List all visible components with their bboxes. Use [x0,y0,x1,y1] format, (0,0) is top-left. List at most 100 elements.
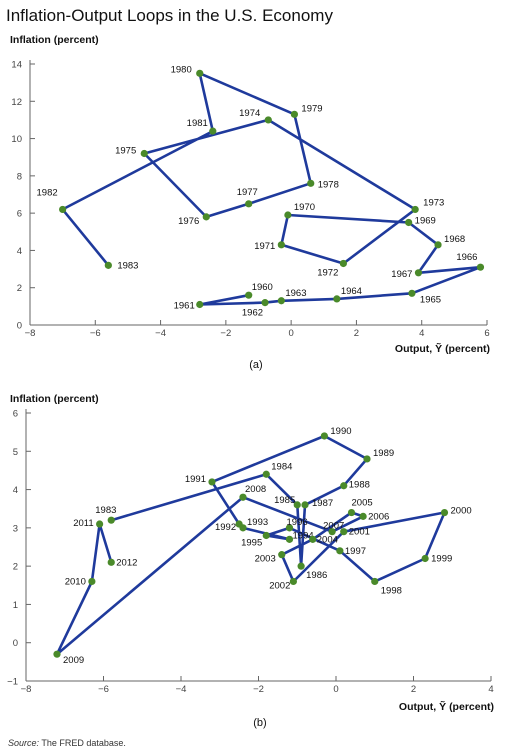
panel-b-point-label-1985: 1985 [274,495,295,506]
panel-a-y-tick-label: 14 [11,60,22,71]
panel-b-points: 1983 1984 1985 1986 1987 1988 1989 1990 1991 1992… [53,426,472,666]
panel-b-point-1990 [320,432,328,440]
panel-b-point-1994 [285,535,294,543]
panel-a-x-tick-label: 6 [484,328,489,339]
panel-a-point-1975 [140,149,148,158]
panel-a-point-label-1981: 1981 [187,118,208,129]
panel-b-point-2004 [309,535,317,543]
panel-a-point-1979 [290,110,299,118]
panel-a-point-1969 [405,218,413,227]
panel-a-point-label-1969: 1969 [415,215,436,226]
panel-a-point-1973 [411,205,419,214]
panel-a-point-label-1978: 1978 [318,179,339,190]
panel-a-point-label-1964: 1964 [341,286,362,297]
panel-b-point-1997 [336,547,344,555]
panel-b-point-2006 [359,512,367,520]
panel-b-point-label-1990: 1990 [330,426,351,437]
panel-b-point-1983 [107,516,115,524]
panel-a-x-tick-label: −6 [90,328,101,339]
panel-b-point-2010 [88,577,96,586]
panel-b-y-tick-label: 3 [13,523,18,534]
panel-b-point-label-2003: 2003 [255,554,276,565]
panel-b-point-label-2007: 2007 [323,521,344,532]
panel-b-point-label-1998: 1998 [381,585,402,596]
panel-b-point-2005 [347,508,356,517]
panel-a-point-label-1979: 1979 [301,103,322,114]
panel-a-y-tick-label: 12 [11,97,22,108]
panel-b-point-label-1994: 1994 [293,530,314,541]
panel-b-y-tick-label: 2 [13,562,18,573]
panel-a-point-1976 [202,213,210,221]
panel-a-point-label-1965: 1965 [420,294,441,305]
panel-a-x-tick-label: 4 [419,328,424,339]
panel-a-point-1983 [104,261,112,269]
panel-a-y-axis-label: Inflation (percent) [10,34,99,46]
panel-a-x-tick-label: −2 [220,328,231,339]
panel-a-series-line [61,72,482,306]
chart-panel-a: Inflation (percent) Output, Ỹ (percent) … [10,34,490,371]
panel-b-point-label-1989: 1989 [373,448,394,459]
panel-b-point-2009 [53,650,61,658]
panel-b-y-tick-label: 4 [13,485,18,496]
panel-a-point-1971 [277,241,285,249]
source-note-text: The FRED database. [41,738,126,748]
panel-b-point-label-1992: 1992 [215,522,236,533]
panel-b-point-1987 [301,501,309,509]
panel-b-point-2008 [239,493,247,501]
panel-b-x-tick-label: 2 [411,684,416,695]
panel-b-point-label-1986: 1986 [306,570,327,581]
panel-b-point-label-2008: 2008 [245,484,266,495]
panel-b-point-label-2000: 2000 [451,506,472,517]
panel-a-point-1978 [307,179,315,187]
panel-b-y-axis-label: Inflation (percent) [10,393,99,405]
panel-a-point-label-1968: 1968 [444,234,465,245]
panel-a-y-tick-label: 10 [11,134,22,145]
panel-b-point-label-2011: 2011 [73,518,93,529]
panel-b-point-label-1984: 1984 [271,461,292,472]
panel-b-point-1996 [285,524,294,532]
panel-b-point-1986 [297,562,305,570]
panel-b-point-1984 [262,470,270,478]
panel-b-y-tick-label: 1 [13,600,18,611]
panel-a-x-tick-label: 0 [288,328,293,339]
source-note: Source: The FRED database. [8,738,126,748]
panel-b-point-label-2002: 2002 [269,580,290,591]
panel-b-point-2001 [340,528,348,536]
panel-a-point-label-1970: 1970 [294,202,315,213]
panel-b-series-line [55,434,446,656]
panel-b-point-label-1996: 1996 [287,517,308,528]
panel-a-point-label-1975: 1975 [115,145,136,156]
panel-a-point-label-1961: 1961 [174,300,195,311]
panel-a-point-label-1971: 1971 [254,241,275,252]
panel-a-point-1974 [264,116,272,124]
panel-b-point-label-1983: 1983 [95,505,116,516]
panel-a-x-axis-label: Output, Ỹ (percent) [395,342,490,355]
panel-b-x-tick-label: −2 [253,684,264,695]
panel-a-point-label-1963: 1963 [285,288,306,299]
panel-a-point-1964 [333,295,341,303]
panel-a-points: 1960 1961 1962 1963 1964 1965 1966 1967 1968 1969… [37,64,485,319]
panel-a-point-1967 [414,269,423,277]
panel-a-point-1960 [245,291,253,299]
panel-b-point-label-1988: 1988 [349,480,370,491]
panel-b-y-tick-label: 0 [13,638,18,649]
panel-b-point-label-2012: 2012 [116,557,137,568]
figure-title: Inflation-Output Loops in the U.S. Econo… [6,6,333,25]
panel-a-y-tick-label: 2 [17,283,22,294]
panel-b-point-1993 [239,524,247,532]
panel-b-point-1998 [371,577,379,586]
panel-b-point-label-2010: 2010 [65,576,86,587]
panel-a-point-1965 [408,289,416,297]
panel-b-point-label-2004: 2004 [317,534,338,545]
panel-a-point-label-1966: 1966 [456,252,477,263]
panel-b-x-tick-label: −6 [98,684,109,695]
panel-b-y-tick-label: 5 [13,447,18,458]
panel-b-point-2012 [107,558,115,566]
panel-a-x-tick-label: −8 [25,328,36,339]
panel-b-y-tick-label: −1 [7,677,18,688]
panel-a-caption: (a) [249,359,262,371]
panel-b-point-2002 [289,577,297,586]
panel-b-axes: −1 0 1 2 3 4 5 6 −8 −6 −4 −2 0 2 4 [7,409,493,696]
panel-b-point-label-1991: 1991 [185,474,206,485]
panel-a-point-label-1977: 1977 [237,187,258,198]
